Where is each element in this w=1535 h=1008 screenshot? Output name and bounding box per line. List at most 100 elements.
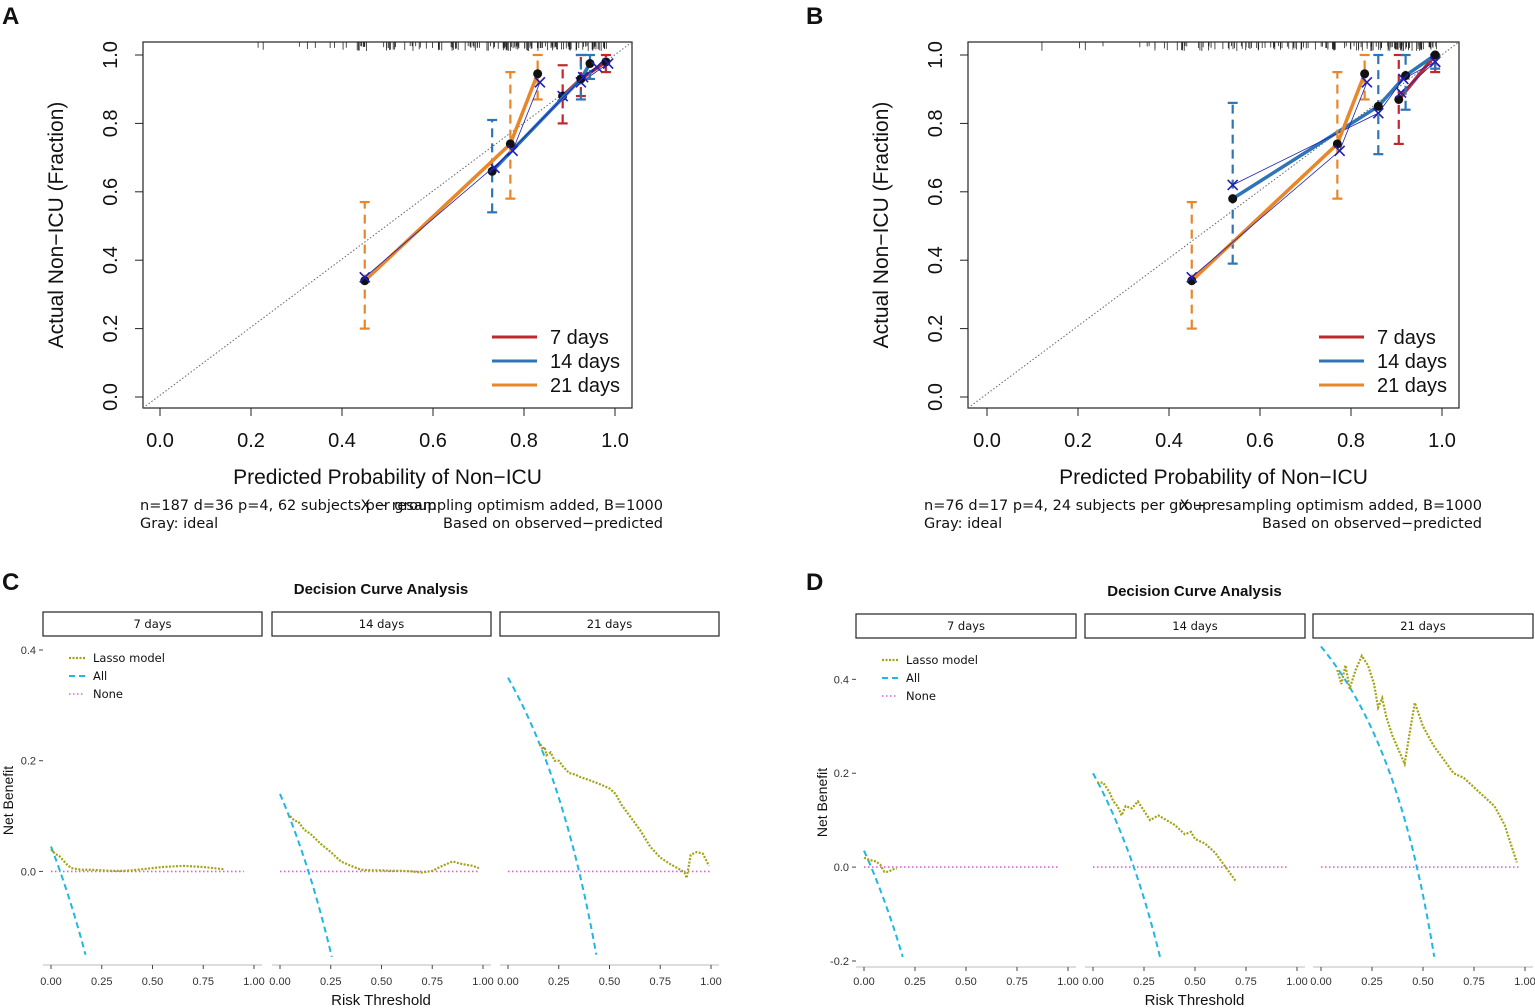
panel-b-series-d14-resample-mark (1372, 107, 1384, 119)
panel-d-legend-label-all: All (906, 671, 920, 685)
panel-a-series-d21-resample-line (364, 82, 541, 278)
panel-b-series-d14-point (1373, 101, 1383, 111)
panel-c-facet-14days-x-tick-label: 0.25 (320, 976, 341, 988)
panel-a-y-tick-label: 0.4 (100, 246, 122, 274)
panel-a-y-tick-label: 0.2 (100, 315, 122, 343)
panel-a-x-tick-label: 0.6 (419, 430, 447, 452)
panel-d-facet-7days-header (855, 613, 1077, 639)
panel-letter-b: B (806, 3, 823, 30)
panel-b-series-d14-resample-mark (1397, 73, 1409, 85)
panel-c-facet-14days-x-tick-label: 0.50 (371, 976, 392, 988)
panel-d-legend-label-lasso: Lasso model (906, 653, 978, 667)
panel-c-facet-7days-header (42, 611, 263, 637)
panel-d-y-axis-label: Net Benefit (814, 768, 830, 837)
panel-b-series-d7-resample-mark (1395, 87, 1407, 99)
panel-c-facet-21days-x-tick-label: 0.00 (497, 976, 518, 988)
panel-b-series-d21-resample-mark (1361, 76, 1373, 88)
panel-c-y-tick-label: 0.4 (21, 645, 36, 657)
panel-d-facet-7days-x-tick-label: 0.00 (853, 976, 874, 988)
panel-d-facet-7days-all-line (863, 850, 904, 958)
panel-d-facet-14days-x-tick-label: 1.00 (1286, 976, 1307, 988)
panel-a-series-d14-resample-mark (577, 71, 589, 83)
panel-a-ideal-line (142, 41, 633, 409)
panel-letter-d: D (806, 569, 823, 596)
panel-c-facet-21days-x-tick-label: 0.50 (599, 976, 620, 988)
panel-b-plot-frame (967, 41, 1460, 409)
panel-d-facet-14days-all-line (1092, 772, 1162, 959)
panel-d-facet-7days-x-tick-label: 0.50 (955, 976, 976, 988)
panel-b-series-d14-point (1401, 71, 1411, 81)
panel-c-facet-21days-x-tick-label: 1.00 (700, 976, 721, 988)
panel-c-facet-7days-x-tick-label: 0.25 (91, 976, 112, 988)
panel-c-facet-7days-x-tick-label: 0.00 (40, 976, 61, 988)
panel-a-series-d14-resample-mark (488, 162, 500, 174)
panel-b-x-tick-label: 0.0 (973, 430, 1001, 452)
panel-b-series-d21-resample-mark (1334, 145, 1346, 157)
panel-c-facet-21days-header-label: 21 days (587, 617, 632, 631)
panel-b-series-d7-point (1394, 94, 1404, 104)
panel-b-series-d14-resample-line (1232, 61, 1436, 186)
panel-a-legend-label-d7: 7 days (550, 327, 609, 349)
panel-c-facet-21days-x-tick-label: 0.25 (548, 976, 569, 988)
panel-c-y-tick-label: 0.2 (21, 756, 36, 768)
panel-a-series-d21-resample-mark (534, 76, 546, 88)
panel-d-y-tick-label: 0.0 (834, 862, 849, 874)
panel-b-footer-right-1: X − resampling optimism added, B=1000 (1179, 498, 1482, 514)
panel-c-facet-21days-header (499, 611, 720, 637)
panel-b-series-d21-resample-mark (1186, 271, 1198, 283)
panel-b-footer-left-1: n=76 d=17 p=4, 24 subjects per group (924, 498, 1212, 514)
panel-b-y-tick-label: 0.2 (925, 315, 947, 343)
panel-b-series-d14-resample-mark (1429, 56, 1441, 68)
panel-c-facet-14days-lasso-line (289, 815, 480, 874)
panel-b-series-d21-point (1332, 139, 1342, 149)
panel-a-series-d14-point (487, 166, 497, 176)
panel-b-y-tick-label: 0.4 (925, 246, 947, 274)
panel-c-facet-14days-x-tick-label: 0.00 (269, 976, 290, 988)
panel-c-facet-7days-x-tick-label: 0.75 (193, 976, 214, 988)
panel-d-facet-14days-x-tick-label: 0.50 (1184, 976, 1205, 988)
panel-c-facet-21days-all-line (507, 677, 598, 955)
panel-c-legend-label-none: None (93, 687, 123, 701)
panel-d-facet-21days-header (1312, 613, 1534, 639)
panel-b-series-d14-point (1228, 194, 1238, 204)
panel-a-series-d7-resample-mark (602, 57, 614, 70)
panel-b-series-d14-resample-mark (1227, 179, 1239, 191)
panel-c-x-axis-label: Risk Threshold (331, 992, 431, 1008)
panel-b-x-tick-label: 1.0 (1428, 430, 1456, 452)
panel-d-facet-21days-all-line (1320, 645, 1436, 957)
panel-c-y-axis-label: Net Benefit (0, 766, 16, 835)
panel-d-facet-14days-header-label: 14 days (1172, 619, 1217, 633)
panel-c-facet-14days-header-label: 14 days (359, 617, 404, 631)
panel-a-footer-left-1: n=187 d=36 p=4, 62 subjects per group (140, 498, 437, 514)
panel-b-y-tick-label: 1.0 (925, 41, 947, 69)
panel-c-facet-7days-lasso-line (50, 848, 224, 872)
panel-a-series-d14-resample-mark (591, 61, 603, 73)
panel-c-facet-7days-x-tick-label: 0.50 (142, 976, 163, 988)
panel-b-series-d21-line (1190, 73, 1367, 282)
panel-letter-a: A (2, 3, 19, 30)
panel-b-y-tick-label: 0.6 (925, 178, 947, 206)
panel-d-facet-21days-x-tick-label: 0.50 (1412, 976, 1433, 988)
panel-b-footer-left-2: Gray: ideal (924, 516, 1003, 532)
panel-b-y-tick-label: 0.0 (925, 383, 947, 411)
panel-d-facet-14days-x-tick-label: 0.00 (1082, 976, 1103, 988)
panel-d-facet-7days-x-tick-label: 0.25 (904, 976, 925, 988)
panel-d-facet-21days-x-tick-label: 0.25 (1361, 976, 1382, 988)
panel-a-y-tick-label: 0.6 (100, 178, 122, 206)
panel-b-ideal-line (967, 41, 1460, 409)
panel-a-legend-label-d14: 14 days (550, 351, 620, 373)
panel-a-y-tick-label: 1.0 (100, 41, 122, 69)
panel-b-series-d14-point (1430, 50, 1440, 60)
panel-a-series-d21-point (505, 139, 515, 149)
panel-d-facet-7days-x-tick-label: 0.75 (1006, 976, 1027, 988)
panel-c-facet-21days-lasso-line (539, 743, 710, 883)
panel-b-x-tick-label: 0.2 (1064, 430, 1092, 452)
panel-c-facet-7days-header-label: 7 days (133, 617, 171, 631)
panel-b-x-axis-label: Predicted Probability of Non−ICU (1059, 466, 1368, 489)
panel-a-series-d21-resample-mark (507, 145, 519, 157)
panel-b-x-tick-label: 0.6 (1246, 430, 1274, 452)
panel-b-series-d14-line (1231, 53, 1437, 201)
panel-d-facet-7days-lasso-line (863, 856, 897, 873)
panel-b-y-axis-label: Actual Non−ICU (Fraction) (870, 102, 893, 349)
panel-c-legend-label-all: All (93, 669, 107, 683)
